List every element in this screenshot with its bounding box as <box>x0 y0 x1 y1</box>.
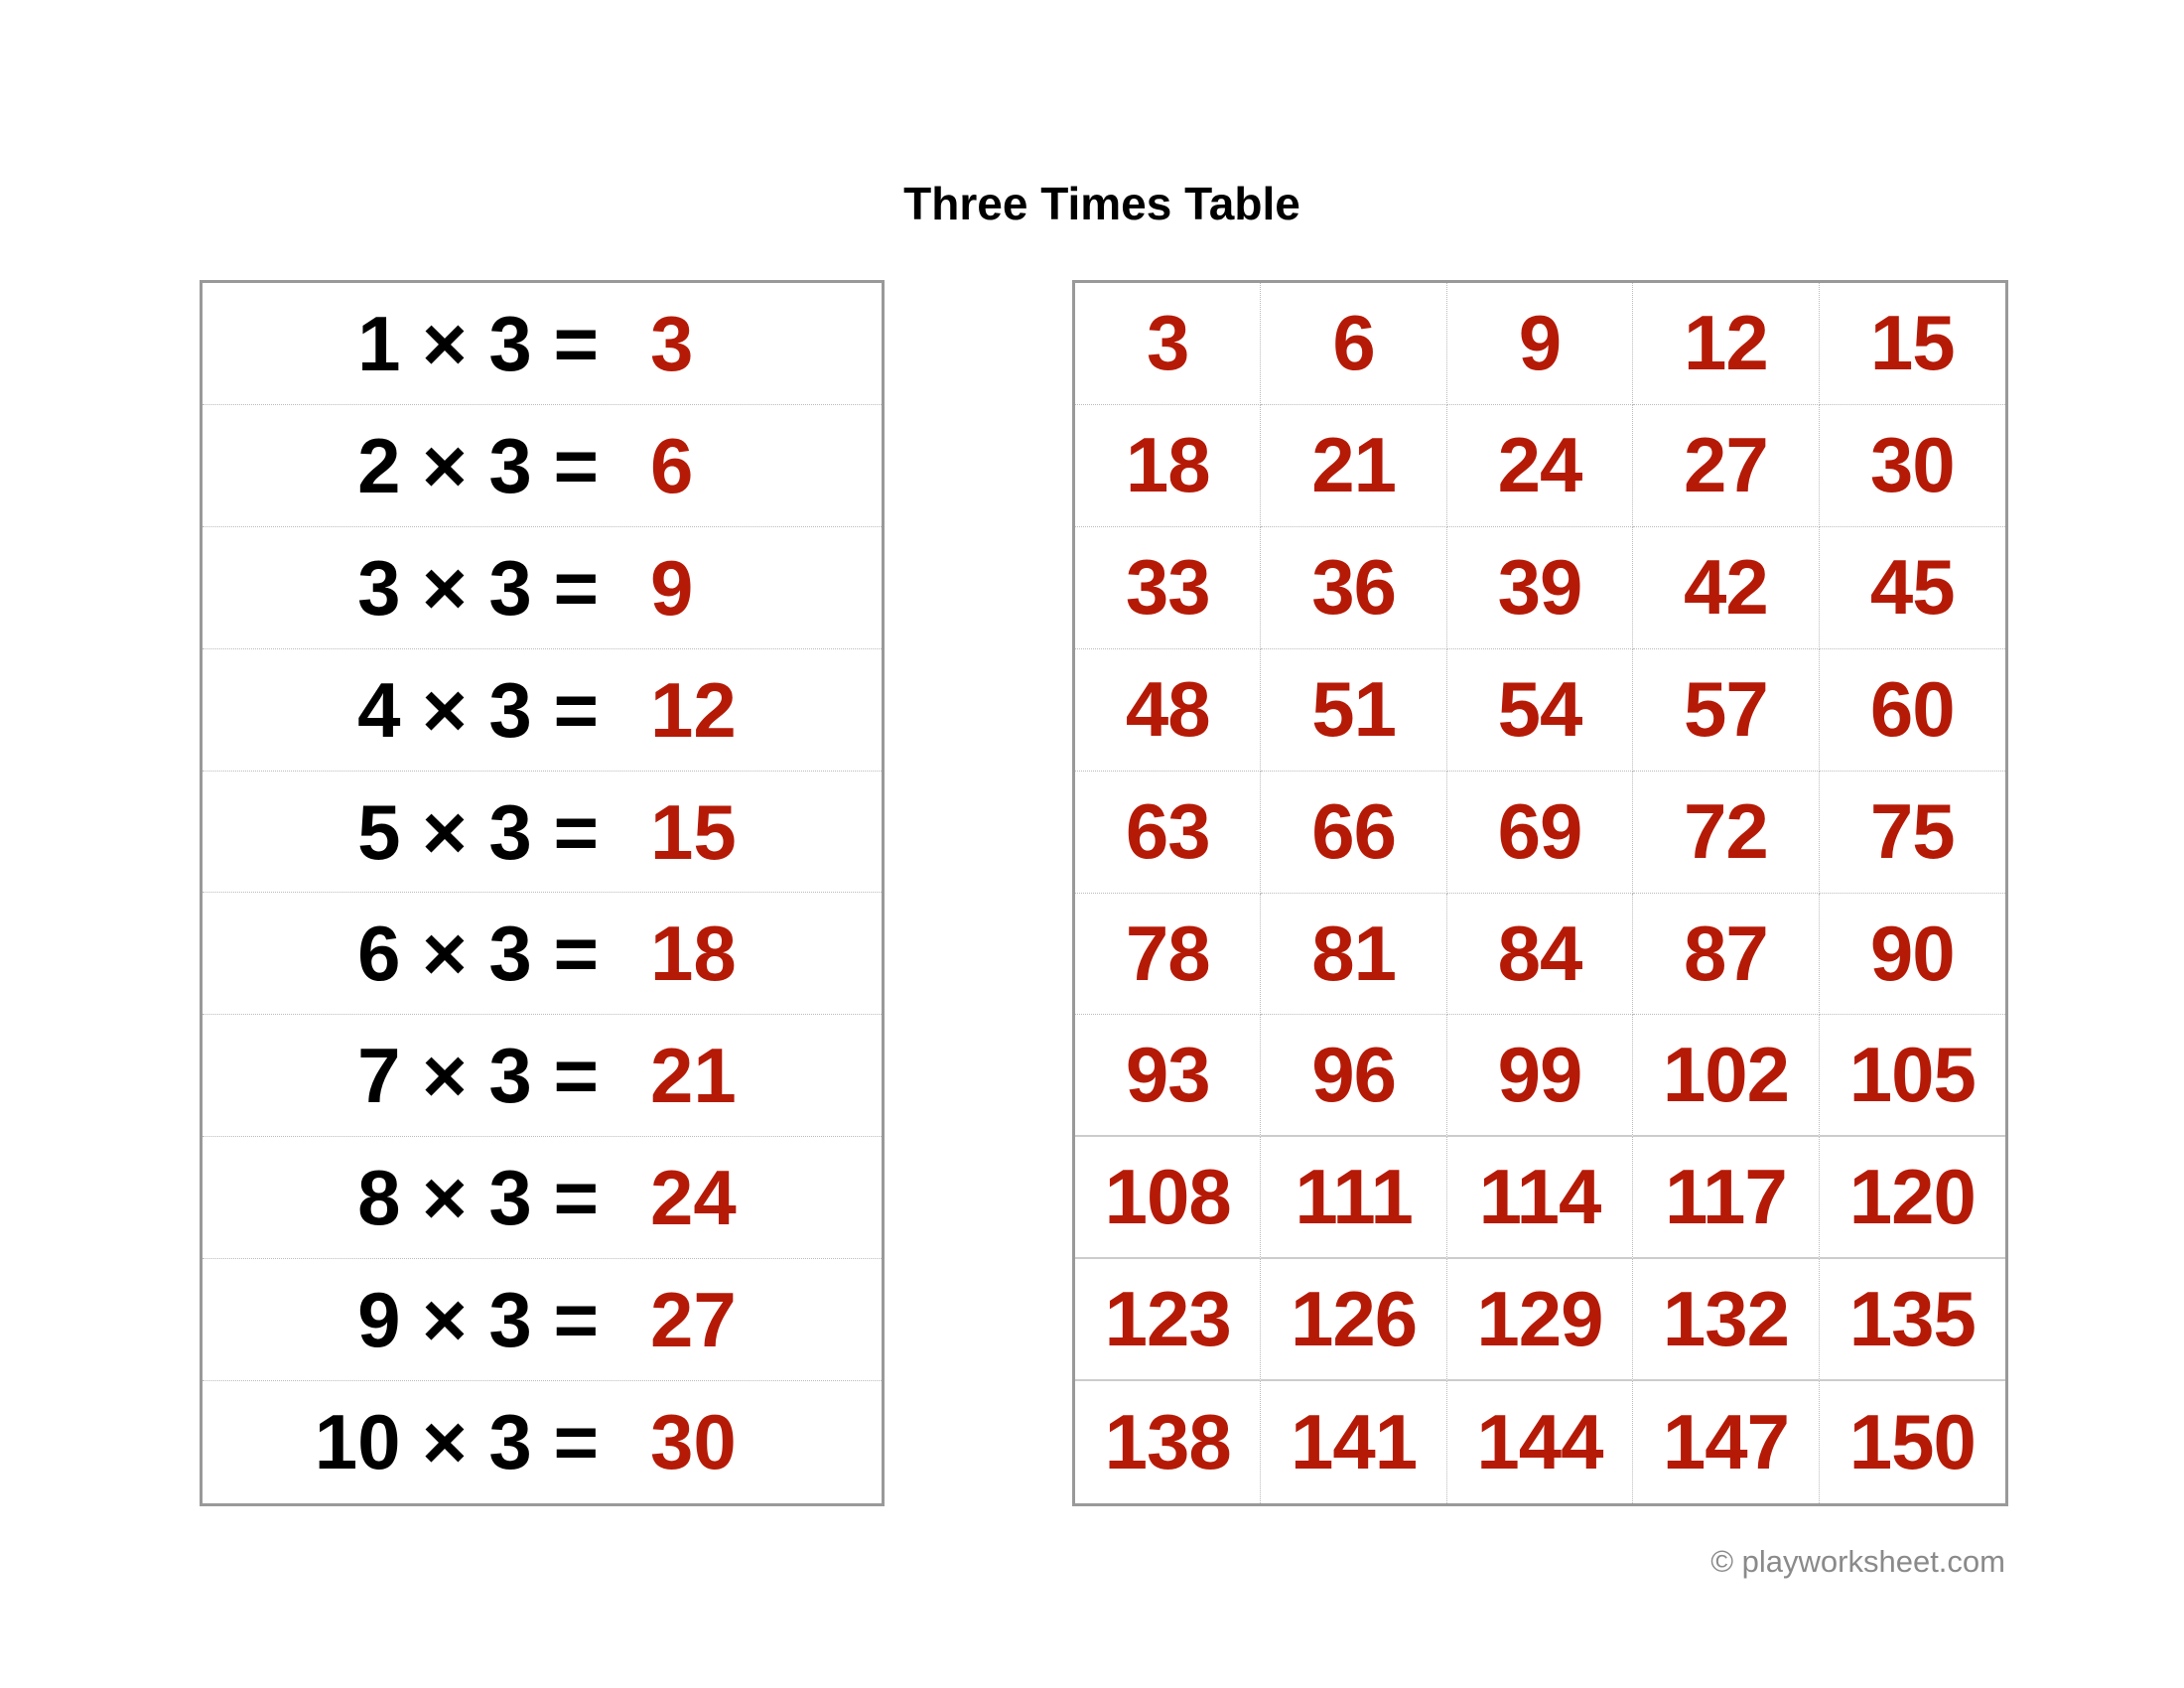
multiple-cell: 132 <box>1633 1259 1820 1382</box>
multiple-cell: 60 <box>1819 649 2005 772</box>
multiple-cell: 9 <box>1446 283 1634 405</box>
multiple-cell: 81 <box>1261 893 1447 1016</box>
multiple-cell: 27 <box>1633 404 1820 527</box>
copyright-footer: © playworksheet.com <box>1710 1544 2005 1579</box>
equation-expression: 3 × 3 = <box>357 543 599 632</box>
multiple-cell: 96 <box>1261 1015 1447 1138</box>
multiple-cell: 75 <box>1819 772 2005 894</box>
equation-row: 5 × 3 = 15 <box>203 772 882 894</box>
page-title: Three Times Table <box>903 178 1300 229</box>
multiple-cell: 39 <box>1446 526 1634 649</box>
multiple-cell: 36 <box>1261 526 1447 649</box>
multiple-cell: 51 <box>1261 648 1447 772</box>
equation-expression: 4 × 3 = <box>357 665 599 754</box>
multiple-cell: 102 <box>1633 1015 1820 1138</box>
equation-expression: 1 × 3 = <box>357 300 599 387</box>
multiple-cell: 114 <box>1446 1137 1634 1260</box>
multiple-cell: 54 <box>1446 648 1634 772</box>
multiple-cell: 138 <box>1075 1381 1262 1503</box>
multiple-cell: 84 <box>1446 893 1634 1016</box>
equation-answer: 30 <box>650 1398 737 1486</box>
multiple-cell: 48 <box>1075 648 1262 772</box>
equation-expression: 2 × 3 = <box>357 421 599 509</box>
equation-row: 1 × 3 = 3 <box>203 283 882 405</box>
multiple-cell: 87 <box>1633 893 1820 1016</box>
multiple-cell: 12 <box>1633 283 1820 405</box>
multiple-cell: 117 <box>1633 1137 1820 1260</box>
multiple-cell: 126 <box>1261 1259 1447 1382</box>
equation-answer: 6 <box>650 421 694 509</box>
equation-expression: 10 × 3 = <box>314 1398 599 1486</box>
equation-row: 3 × 3 = 9 <box>203 527 882 649</box>
multiple-cell: 30 <box>1819 405 2005 527</box>
multiple-cell: 3 <box>1075 283 1262 405</box>
equation-answer: 27 <box>650 1276 737 1364</box>
multiple-cell: 24 <box>1446 404 1634 527</box>
equation-row: 4 × 3 = 12 <box>203 649 882 772</box>
equation-answer: 3 <box>650 300 694 387</box>
multiple-cell: 150 <box>1848 1398 1977 1486</box>
equation-row: 7 × 3 = 21 <box>203 1015 882 1138</box>
multiple-cell: 144 <box>1447 1381 1634 1503</box>
multiple-cell: 129 <box>1446 1259 1634 1382</box>
equation-answer: 18 <box>650 910 737 998</box>
multiple-cell: 57 <box>1633 648 1820 772</box>
multiple-cell: 99 <box>1446 1015 1634 1138</box>
multiple-cell: 42 <box>1633 526 1820 649</box>
multiple-cell: 111 <box>1261 1137 1447 1260</box>
equation-answer: 21 <box>650 1032 737 1120</box>
multiple-cell: 123 <box>1075 1259 1262 1382</box>
multiple-cell: 90 <box>1819 894 2005 1016</box>
multiple-cell: 15 <box>1819 283 2005 405</box>
equation-expression: 8 × 3 = <box>357 1154 599 1242</box>
equation-row: 2 × 3 = 6 <box>203 405 882 527</box>
equation-row: 9 × 3 = 27 <box>203 1259 882 1382</box>
multiple-cell: 21 <box>1261 404 1447 527</box>
multiple-cell: 147 <box>1633 1381 1820 1503</box>
multiple-cell: 78 <box>1075 893 1262 1016</box>
equation-expression: 7 × 3 = <box>357 1032 599 1120</box>
equations-table: 1 × 3 = 3 2 × 3 = 6 3 × 3 = 9 4 × 3 = 12 5 × 3 =… <box>200 280 885 1506</box>
equation-answer: 15 <box>650 787 737 876</box>
multiple-cell: 141 <box>1261 1381 1447 1503</box>
equation-expression: 5 × 3 = <box>357 787 599 876</box>
multiple-cell: 93 <box>1075 1015 1262 1138</box>
multiple-cell: 18 <box>1075 404 1262 527</box>
multiples-grid: 3 6 9 12 15 18 21 24 27 30 33 36 39 42 45 48 51 54 57 60 63 6… <box>1072 280 2008 1506</box>
multiple-cell: 33 <box>1075 526 1262 649</box>
equation-answer: 12 <box>650 665 737 754</box>
multiple-cell: 108 <box>1075 1137 1262 1260</box>
equation-row: 8 × 3 = 24 <box>203 1137 882 1260</box>
multiple-cell: 45 <box>1819 527 2005 649</box>
multiple-cell: 72 <box>1633 771 1820 894</box>
equation-expression: 6 × 3 = <box>357 910 599 998</box>
equation-answer: 24 <box>650 1154 737 1242</box>
multiple-cell: 120 <box>1819 1137 2005 1260</box>
multiple-cell: 66 <box>1261 771 1447 894</box>
multiple-cell: 105 <box>1819 1015 2005 1138</box>
multiple-cell: 135 <box>1819 1259 2005 1382</box>
equation-expression: 9 × 3 = <box>357 1276 599 1364</box>
equation-row: 10 × 3 = 30 <box>203 1381 882 1503</box>
multiple-cell: 6 <box>1261 283 1447 405</box>
multiple-cell: 63 <box>1075 771 1262 894</box>
equation-answer: 9 <box>650 543 694 632</box>
equation-row: 6 × 3 = 18 <box>203 893 882 1016</box>
multiple-cell: 69 <box>1446 771 1634 894</box>
